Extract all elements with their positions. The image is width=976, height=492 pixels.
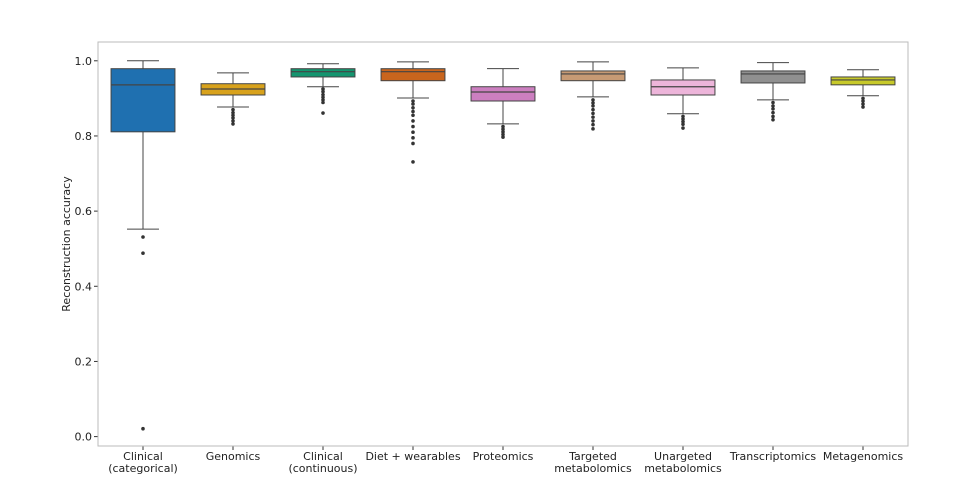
box (740, 70, 806, 84)
box-group (740, 62, 806, 122)
plot-frame (97, 41, 909, 447)
outlier-point (231, 116, 235, 120)
outlier-point (771, 117, 775, 122)
x-tick-label: (continuous) (288, 462, 357, 475)
box (830, 76, 896, 86)
x-tick-label: (categorical) (108, 462, 178, 475)
outlier-point (321, 92, 325, 97)
outlier-point (681, 122, 685, 127)
x-tick-label: Clinical (303, 450, 343, 463)
outlier-point (321, 87, 325, 91)
outlier-point (591, 98, 595, 102)
outlier-point (411, 130, 415, 134)
outlier-point (771, 104, 775, 108)
box (110, 68, 176, 133)
outlier-point (411, 136, 415, 140)
outlier-point (411, 124, 415, 129)
y-tick-label: 0.2 (75, 355, 93, 368)
box-group (830, 69, 896, 109)
boxes (110, 60, 896, 431)
outlier-point (231, 110, 235, 115)
outlier-point (501, 135, 505, 139)
outlier-point (501, 130, 505, 134)
x-tick-label: Proteomics (473, 450, 534, 463)
outlier-point (591, 115, 595, 119)
x-tick-label: Genomics (206, 450, 261, 463)
outlier-point (591, 104, 595, 108)
outlier-point (681, 114, 685, 119)
box-group (650, 67, 716, 130)
outlier-point (681, 117, 685, 121)
outlier-point (861, 99, 865, 103)
y-tick-label: 0.6 (75, 205, 93, 218)
box-group (560, 61, 626, 131)
outlier-point (411, 109, 415, 114)
outlier-point (321, 98, 325, 102)
outlier-point (591, 122, 595, 127)
outlier-point (321, 100, 325, 105)
x-tick-label: metabolomics (554, 462, 632, 475)
outlier-point (501, 127, 505, 131)
x-tick-label: Clinical (123, 450, 163, 463)
box (290, 68, 356, 78)
outlier-point (411, 113, 415, 118)
box-group (290, 63, 356, 115)
outlier-point (141, 251, 145, 256)
outlier-point (411, 119, 415, 123)
outlier-point (591, 101, 595, 105)
outlier-point (141, 235, 145, 239)
y-tick-label: 1.0 (75, 55, 93, 68)
x-tick-label: Diet + wearables (365, 450, 460, 463)
y-axis-label: Reconstruction accuracy (60, 176, 73, 312)
outlier-point (591, 107, 595, 112)
outlier-point (411, 105, 415, 110)
outlier-point (231, 107, 235, 112)
outlier-point (411, 102, 415, 106)
outlier-point (771, 110, 775, 115)
outlier-point (771, 100, 775, 105)
outlier-point (501, 124, 505, 129)
outlier-point (591, 119, 595, 123)
outlier-point (861, 105, 865, 109)
box (650, 79, 716, 96)
box-group (200, 72, 266, 126)
outlier-point (411, 160, 415, 164)
outlier-point (321, 111, 325, 115)
outlier-point (411, 141, 415, 146)
y-tick-label: 0.0 (75, 431, 93, 444)
x-axis: Clinical(categorical)Genomics Clinical(co… (108, 446, 903, 475)
box-group (470, 68, 536, 139)
outlier-point (681, 119, 685, 124)
box (560, 70, 626, 82)
y-axis: 0.0 0.2 0.4 0.6 0.8 1.0 (75, 55, 98, 444)
outlier-point (591, 127, 595, 131)
x-tick-label: Targeted (568, 450, 617, 463)
outlier-point (411, 99, 415, 103)
outlier-point (501, 132, 505, 137)
outlier-point (771, 107, 775, 111)
box (380, 68, 446, 82)
outlier-point (861, 102, 865, 106)
outlier-point (231, 113, 235, 118)
box-group (110, 60, 176, 431)
box-group (380, 61, 446, 164)
outlier-point (231, 122, 235, 126)
x-tick-label: Unargeted (654, 450, 712, 463)
y-tick-label: 0.8 (75, 130, 93, 143)
outlier-point (861, 96, 865, 101)
outlier-point (231, 119, 235, 123)
x-tick-label: Transcriptomics (729, 450, 817, 463)
outlier-point (681, 126, 685, 130)
outlier-point (771, 114, 775, 119)
box (470, 86, 536, 102)
outlier-point (321, 95, 325, 100)
outlier-point (321, 89, 325, 94)
outlier-point (141, 426, 145, 431)
y-tick-label: 0.4 (75, 280, 93, 293)
x-tick-label: metabolomics (644, 462, 722, 475)
outlier-point (591, 111, 595, 116)
x-tick-label: Metagenomics (823, 450, 904, 463)
